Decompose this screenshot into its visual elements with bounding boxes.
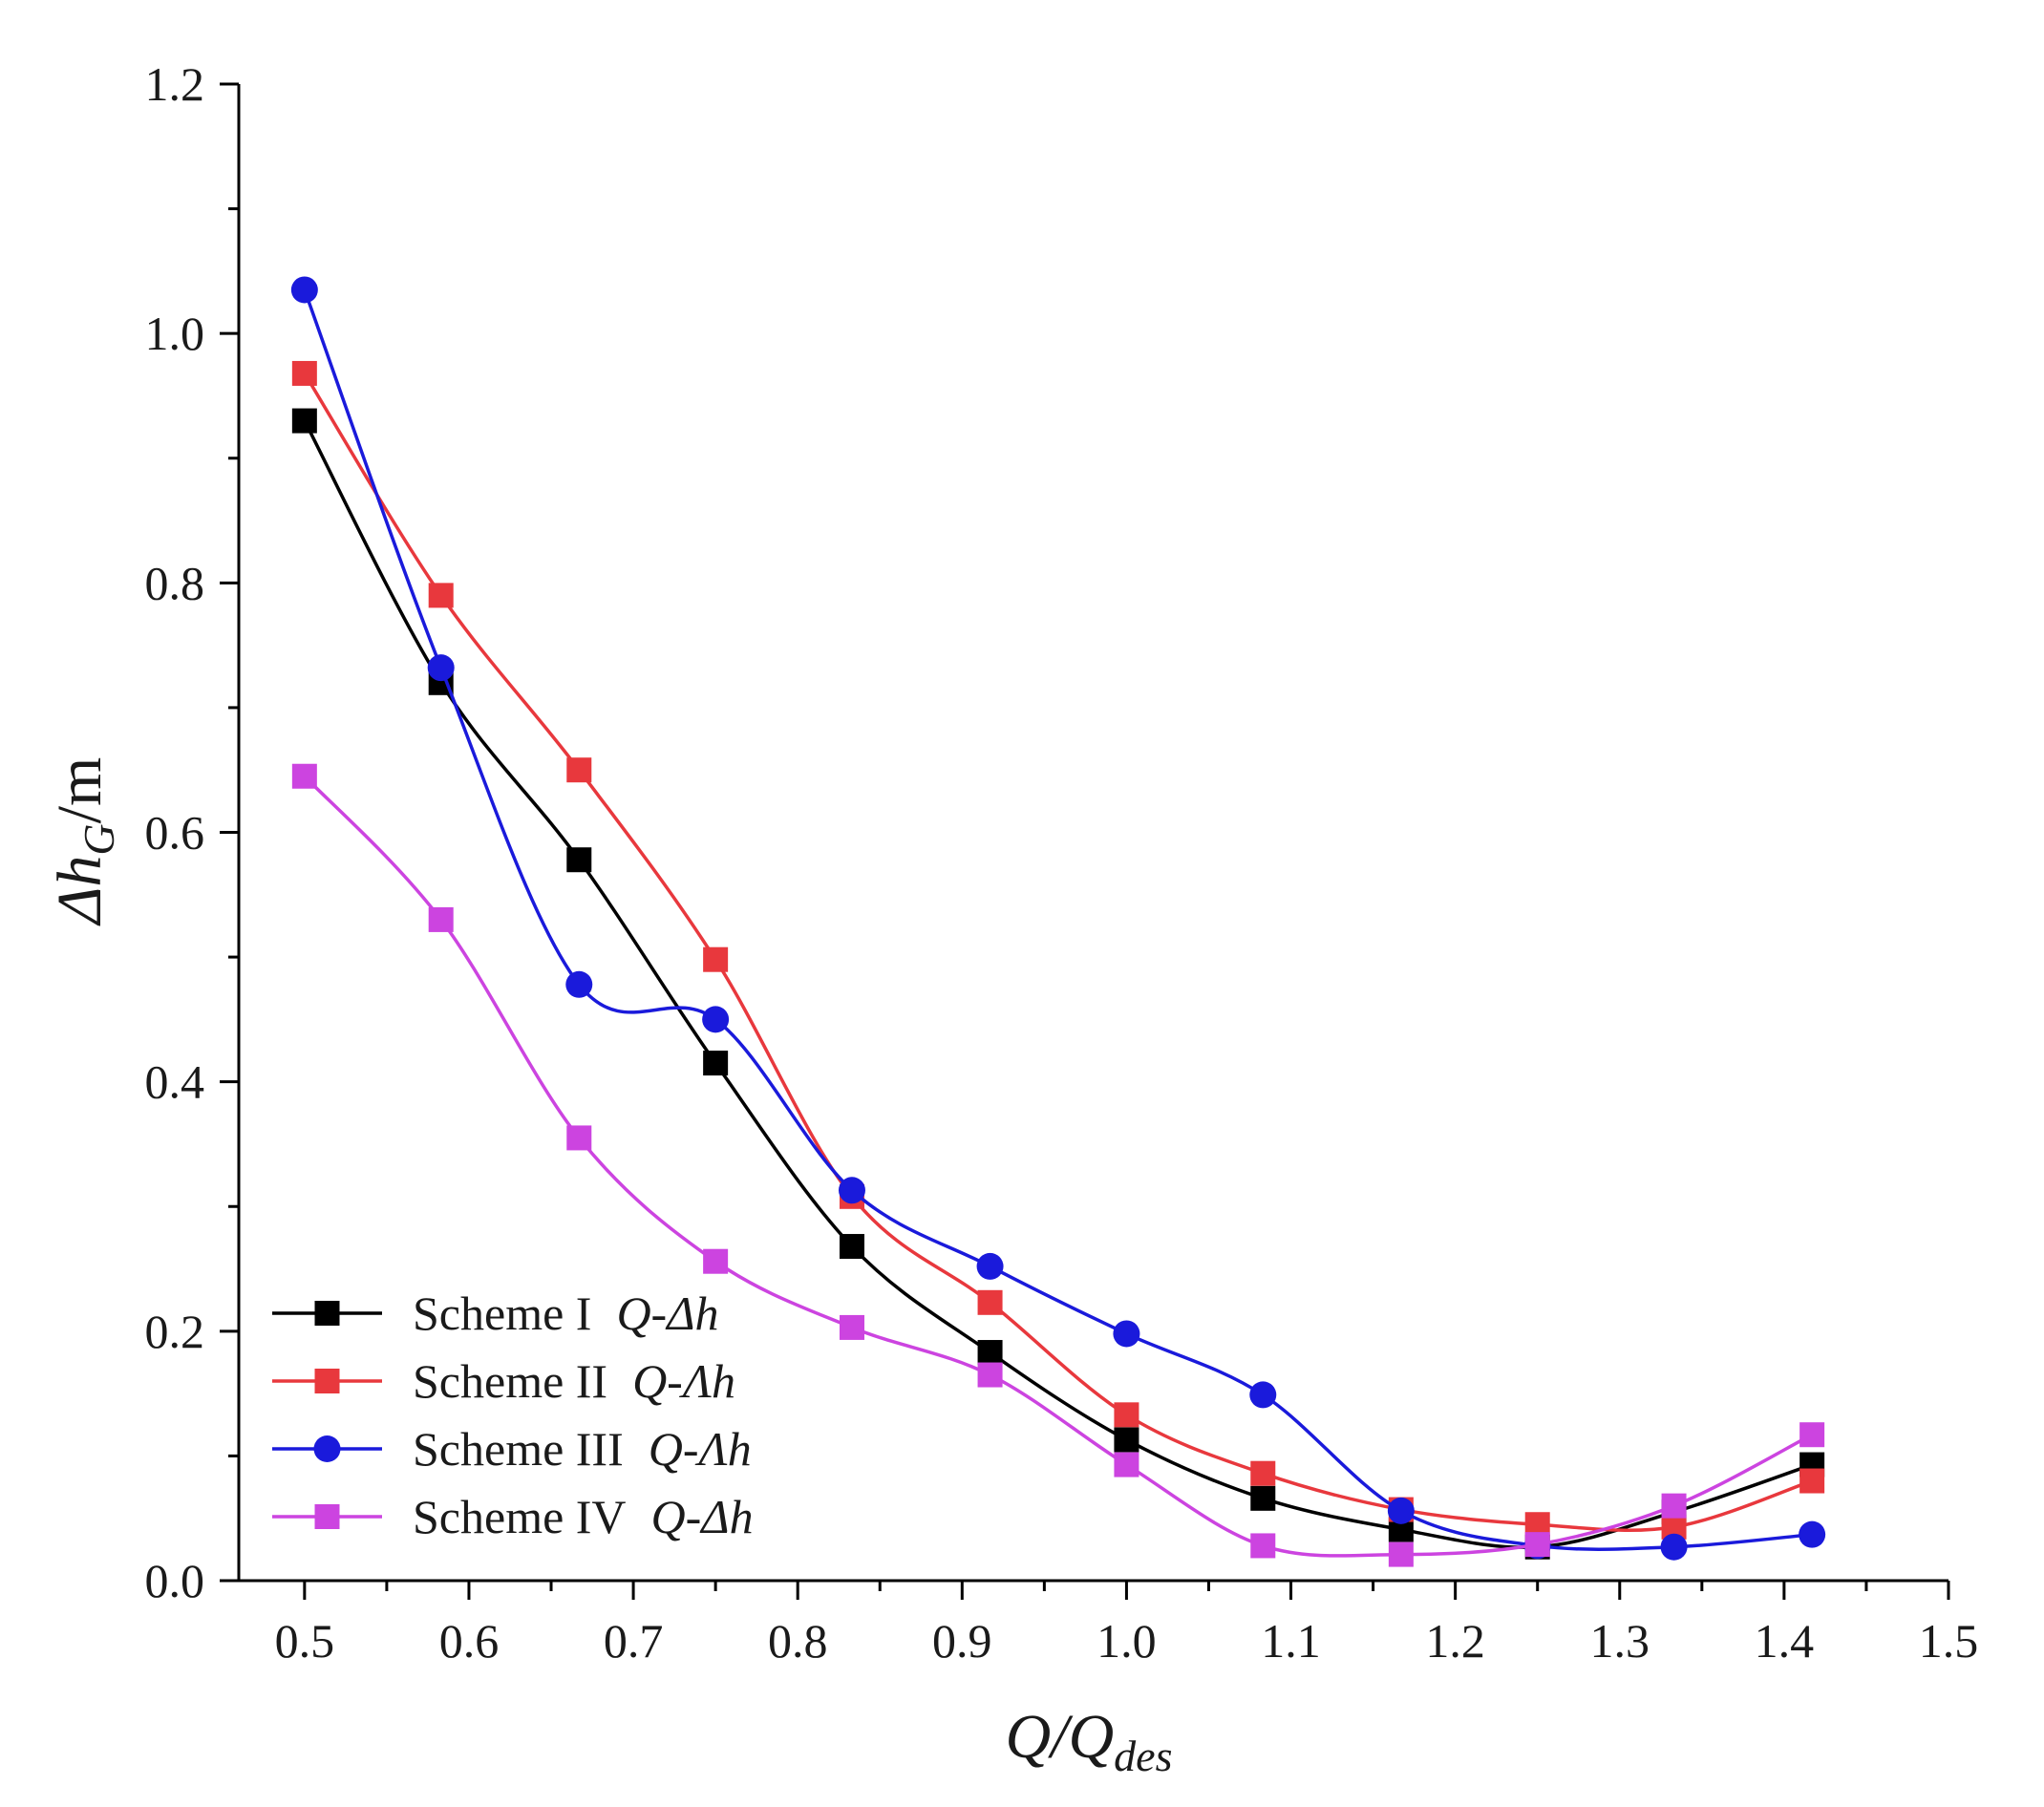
data-point [977,1289,1003,1315]
legend-label: Scheme I Q-Δh [413,1286,719,1340]
x-tick-label: 1.4 [1755,1614,1815,1668]
legend-series-suffix: Q-Δh [616,1286,718,1340]
data-point [291,763,317,789]
data-point [291,360,317,386]
series-4 [291,763,1825,1567]
data-point [1250,1533,1276,1559]
legend-item: Scheme II Q-Λh [272,1354,735,1408]
legend-series-name: Scheme III [413,1422,624,1476]
x-tick-label: 0.9 [932,1614,992,1668]
legend-marker [313,1435,341,1462]
data-point [1660,1533,1688,1561]
data-point [839,1234,864,1260]
x-tick-label: 1.0 [1097,1614,1157,1668]
data-point [566,847,592,873]
legend-marker [314,1504,340,1529]
data-point [838,1177,865,1204]
data-point [1114,1452,1139,1477]
x-tick-label: 1.3 [1590,1614,1650,1668]
x-tick-label: 0.5 [275,1614,335,1668]
data-point [1661,1493,1687,1519]
data-point [977,1362,1003,1388]
data-point [1799,1422,1825,1448]
data-point [703,1248,729,1274]
y-axis-title-unit: /m [45,757,115,824]
y-tick-label: 0.2 [145,1305,205,1358]
data-point [1113,1320,1140,1348]
legend-series-suffix: Q-Λh [649,1422,752,1476]
data-point [1524,1532,1550,1558]
legend-series-name: Scheme I [413,1286,591,1340]
y-axis-title-subscript: G [75,823,123,855]
y-axis-title-main: Δh [45,856,115,927]
data-point [566,1125,592,1151]
legend-marker [314,1301,340,1326]
legend-item: Scheme IV Q-Δh [272,1490,754,1543]
data-point [1114,1402,1139,1428]
data-point [702,1006,730,1033]
data-point [565,970,593,998]
x-axis-title-main: Q/Q [1006,1702,1115,1772]
data-point [1250,1485,1276,1511]
legend-label: Scheme II Q-Λh [413,1354,735,1408]
y-axis-title: ΔhG/m [45,757,123,927]
data-point [1249,1381,1277,1409]
data-point [1250,1460,1276,1486]
legend-item: Scheme III Q-Λh [272,1422,752,1476]
legend-series-suffix: Q-Δh [651,1490,754,1543]
legend-series-name: Scheme IV [413,1490,627,1543]
data-point [1799,1468,1825,1494]
data-point [427,654,455,682]
x-axis-title-subscript: des [1114,1732,1172,1780]
series-layer [290,276,1826,1567]
data-point [1388,1541,1414,1567]
data-point [839,1314,864,1340]
y-tick-label: 0.8 [145,556,205,609]
y-tick-label: 0.6 [145,806,205,860]
axes: 0.5 0.6 0.7 0.8 0.9 1.0 1.1 1.2 1.3 1.4 1.5 0.0 0.2 0… [145,57,1979,1668]
data-point [1114,1427,1139,1453]
legend-label: Scheme III Q-Λh [413,1422,752,1476]
x-axis-title: Q/Qdes [1006,1702,1173,1780]
data-point [1799,1520,1826,1548]
legend-label: Scheme IV Q-Δh [413,1490,754,1543]
x-tick-label: 1.1 [1261,1614,1321,1668]
data-point [428,583,454,608]
data-point [428,906,454,932]
data-point [290,276,318,304]
data-point [566,757,592,783]
data-point [703,946,729,972]
y-tick-label: 1.2 [145,57,205,111]
data-point [977,1340,1003,1366]
legend-series-suffix: Q-Λh [632,1354,735,1408]
x-tick-label: 0.7 [604,1614,664,1668]
data-point [976,1252,1004,1280]
y-tick-label: 1.0 [145,307,205,360]
y-tick-label: 0.4 [145,1055,205,1109]
x-tick-label: 0.8 [768,1614,828,1668]
legend-series-name: Scheme II [413,1354,607,1408]
y-tick-label: 0.0 [145,1554,205,1607]
legend-marker [314,1369,340,1393]
legend-item: Scheme I Q-Δh [272,1286,719,1340]
data-point [291,408,317,434]
x-tick-label: 0.6 [439,1614,500,1668]
data-point [703,1051,729,1076]
x-tick-label: 1.5 [1919,1614,1979,1668]
data-point [1387,1497,1415,1524]
x-tick-label: 1.2 [1425,1614,1485,1668]
